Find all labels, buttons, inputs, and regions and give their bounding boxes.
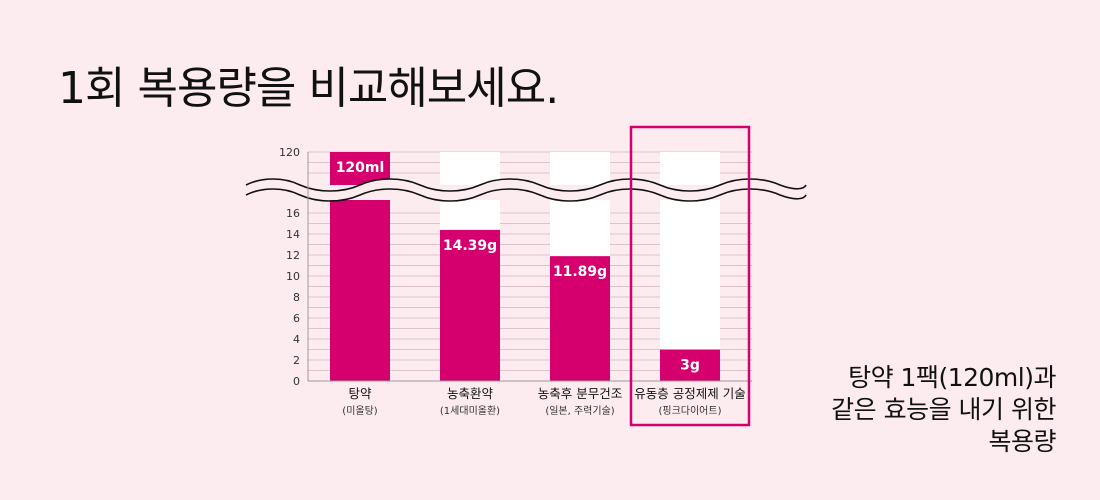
x-category-label: 농축환약 bbox=[447, 386, 494, 401]
bars bbox=[330, 152, 720, 381]
x-category-sublabel: (핑크다이어트) bbox=[658, 405, 721, 417]
bar-value-label: 11.89g bbox=[553, 264, 607, 280]
x-axis-labels: 탕약 (미올탕) 농축환약 (1세대미올환) 농축후 분무건조 (일본, 주력기술) 유동층… bbox=[342, 386, 745, 417]
y-tick-label: 6 bbox=[293, 312, 300, 325]
y-axis: 0 2 4 6 8 10 12 14 16 120 bbox=[279, 146, 752, 388]
bar bbox=[550, 256, 610, 381]
y-tick-label: 120 bbox=[279, 146, 300, 159]
note-line: 탕약 1팩(120ml)과 bbox=[848, 363, 1056, 392]
page-title: 1회 복용량을 비교해보세요. bbox=[58, 63, 559, 114]
x-category-sublabel: (미올탕) bbox=[342, 405, 378, 417]
y-tick-label: 16 bbox=[286, 207, 300, 220]
bar-value-label: 3g bbox=[680, 358, 700, 374]
note-line: 복용량 bbox=[988, 427, 1056, 456]
y-tick-label: 8 bbox=[293, 291, 300, 304]
x-category-sublabel: (일본, 주력기술) bbox=[545, 405, 614, 417]
highlight-box bbox=[629, 125, 751, 427]
bar-value-labels: 120ml 14.39g 11.89g 3g bbox=[336, 160, 700, 374]
x-category-sublabel: (1세대미올환) bbox=[440, 405, 500, 417]
x-category-label: 탕약 bbox=[348, 386, 372, 401]
bar bbox=[440, 229, 500, 381]
y-tick-label: 0 bbox=[293, 375, 300, 388]
y-tick-label: 14 bbox=[286, 228, 300, 241]
axis-break-line bbox=[245, 178, 807, 192]
dosage-note: 탕약 1팩(120ml)과 같은 효능을 내기 위한 복용량 bbox=[831, 362, 1056, 458]
y-tick-label: 10 bbox=[286, 270, 300, 283]
x-category-label: 유동층 공정제제 기술 bbox=[634, 386, 745, 401]
y-tick-label: 4 bbox=[293, 333, 300, 346]
y-tick-label: 12 bbox=[286, 249, 300, 262]
axis-break-line bbox=[245, 188, 807, 202]
bar-value-label: 120ml bbox=[336, 160, 385, 176]
bar-value-label: 14.39g bbox=[443, 238, 497, 254]
x-category-label: 농축후 분무건조 bbox=[538, 386, 622, 401]
highlight-box-rect bbox=[629, 125, 751, 427]
axis-break bbox=[245, 178, 807, 202]
note-line: 같은 효능을 내기 위한 bbox=[831, 395, 1056, 424]
y-tick-label: 2 bbox=[293, 354, 300, 367]
bar bbox=[660, 349, 720, 381]
